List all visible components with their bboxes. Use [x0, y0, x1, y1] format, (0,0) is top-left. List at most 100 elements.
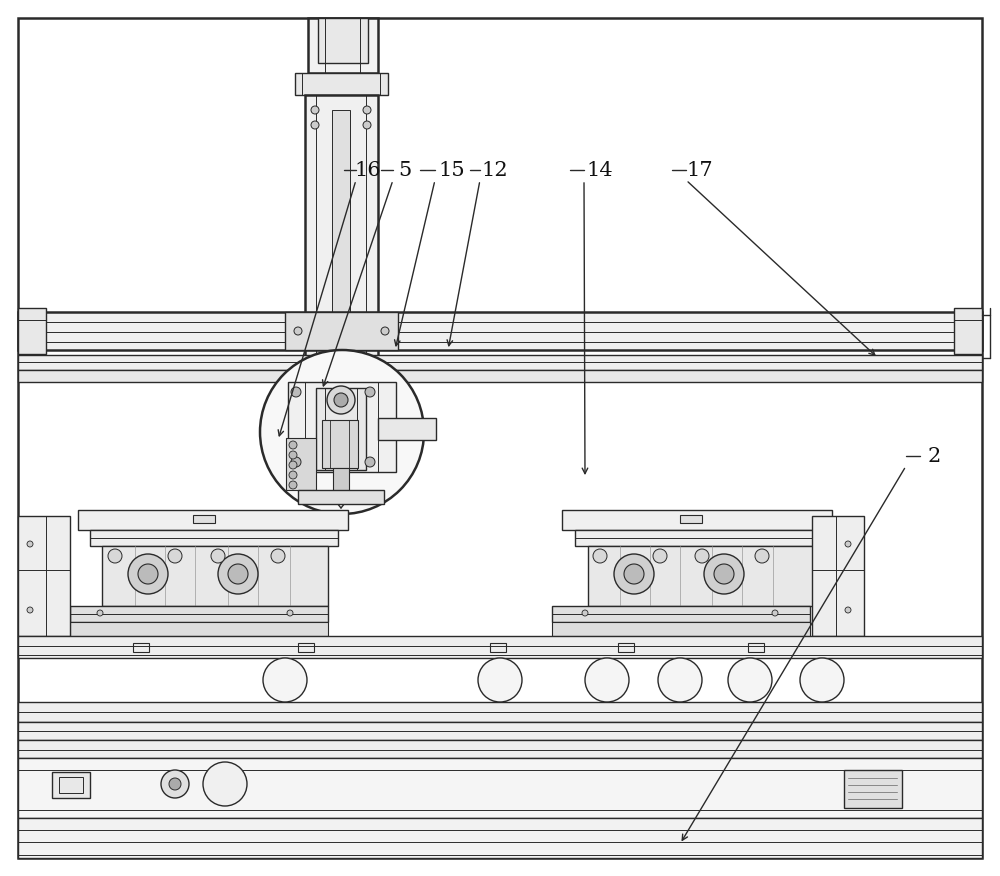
Circle shape: [334, 393, 348, 407]
Circle shape: [168, 549, 182, 563]
Circle shape: [311, 106, 319, 114]
Bar: [552, 622, 810, 636]
Bar: [285, 312, 398, 350]
Bar: [562, 510, 832, 530]
Text: 17: 17: [687, 160, 713, 180]
Circle shape: [653, 549, 667, 563]
Circle shape: [755, 549, 769, 563]
Bar: [193, 515, 215, 523]
Circle shape: [291, 387, 301, 397]
Bar: [133, 643, 149, 652]
Circle shape: [585, 658, 629, 702]
Circle shape: [218, 554, 258, 594]
Bar: [298, 490, 384, 504]
Bar: [588, 546, 814, 606]
Circle shape: [365, 457, 375, 467]
Text: 15: 15: [439, 160, 465, 180]
Bar: [70, 606, 328, 622]
Circle shape: [728, 658, 772, 702]
Circle shape: [704, 554, 744, 594]
Bar: [78, 510, 348, 530]
Bar: [552, 606, 810, 622]
Bar: [318, 18, 368, 63]
Bar: [748, 643, 764, 652]
Circle shape: [593, 549, 607, 563]
Bar: [286, 438, 316, 490]
Bar: [305, 95, 378, 385]
Bar: [618, 643, 634, 652]
Circle shape: [161, 770, 189, 798]
Bar: [490, 643, 506, 652]
Bar: [812, 516, 864, 636]
Circle shape: [108, 549, 122, 563]
Circle shape: [695, 549, 709, 563]
Circle shape: [203, 762, 247, 806]
Circle shape: [271, 549, 285, 563]
Bar: [18, 636, 982, 658]
Circle shape: [289, 441, 297, 449]
Text: 12: 12: [482, 160, 508, 180]
Bar: [18, 355, 982, 370]
Circle shape: [624, 564, 644, 584]
Circle shape: [311, 121, 319, 129]
Bar: [680, 515, 702, 523]
Bar: [298, 643, 314, 652]
Bar: [18, 702, 982, 722]
Text: 14: 14: [587, 160, 613, 180]
Circle shape: [138, 564, 158, 584]
Circle shape: [363, 121, 371, 129]
Circle shape: [263, 658, 307, 702]
Bar: [18, 722, 982, 740]
Circle shape: [211, 549, 225, 563]
Bar: [70, 622, 328, 636]
Circle shape: [365, 387, 375, 397]
Circle shape: [27, 541, 33, 547]
Bar: [316, 388, 366, 470]
Text: 2: 2: [927, 447, 941, 465]
Text: 5: 5: [398, 160, 412, 180]
Circle shape: [800, 658, 844, 702]
Circle shape: [289, 461, 297, 469]
Circle shape: [381, 327, 389, 335]
Circle shape: [27, 607, 33, 613]
Bar: [575, 530, 823, 546]
Circle shape: [845, 541, 851, 547]
Circle shape: [327, 386, 355, 414]
Text: 16: 16: [355, 160, 381, 180]
Circle shape: [169, 778, 181, 790]
Bar: [844, 770, 902, 808]
Bar: [322, 420, 358, 468]
Circle shape: [97, 610, 103, 616]
Circle shape: [291, 457, 301, 467]
Circle shape: [128, 554, 168, 594]
Bar: [52, 772, 90, 798]
Bar: [288, 382, 396, 472]
Bar: [18, 740, 982, 758]
Circle shape: [582, 610, 588, 616]
Circle shape: [294, 327, 302, 335]
Bar: [18, 312, 982, 350]
Bar: [18, 308, 46, 354]
Bar: [102, 546, 328, 606]
Bar: [295, 73, 388, 95]
Circle shape: [289, 471, 297, 479]
Circle shape: [289, 451, 297, 459]
Bar: [90, 530, 338, 546]
Bar: [378, 418, 436, 440]
Bar: [308, 18, 378, 73]
Bar: [18, 818, 982, 858]
Circle shape: [478, 658, 522, 702]
Circle shape: [260, 350, 424, 514]
Circle shape: [228, 564, 248, 584]
Circle shape: [363, 106, 371, 114]
Circle shape: [287, 610, 293, 616]
Bar: [332, 110, 350, 380]
Circle shape: [845, 607, 851, 613]
Bar: [18, 516, 70, 636]
Bar: [333, 468, 349, 498]
Bar: [18, 370, 982, 382]
Circle shape: [289, 481, 297, 489]
Circle shape: [714, 564, 734, 584]
Circle shape: [658, 658, 702, 702]
Bar: [18, 758, 982, 818]
